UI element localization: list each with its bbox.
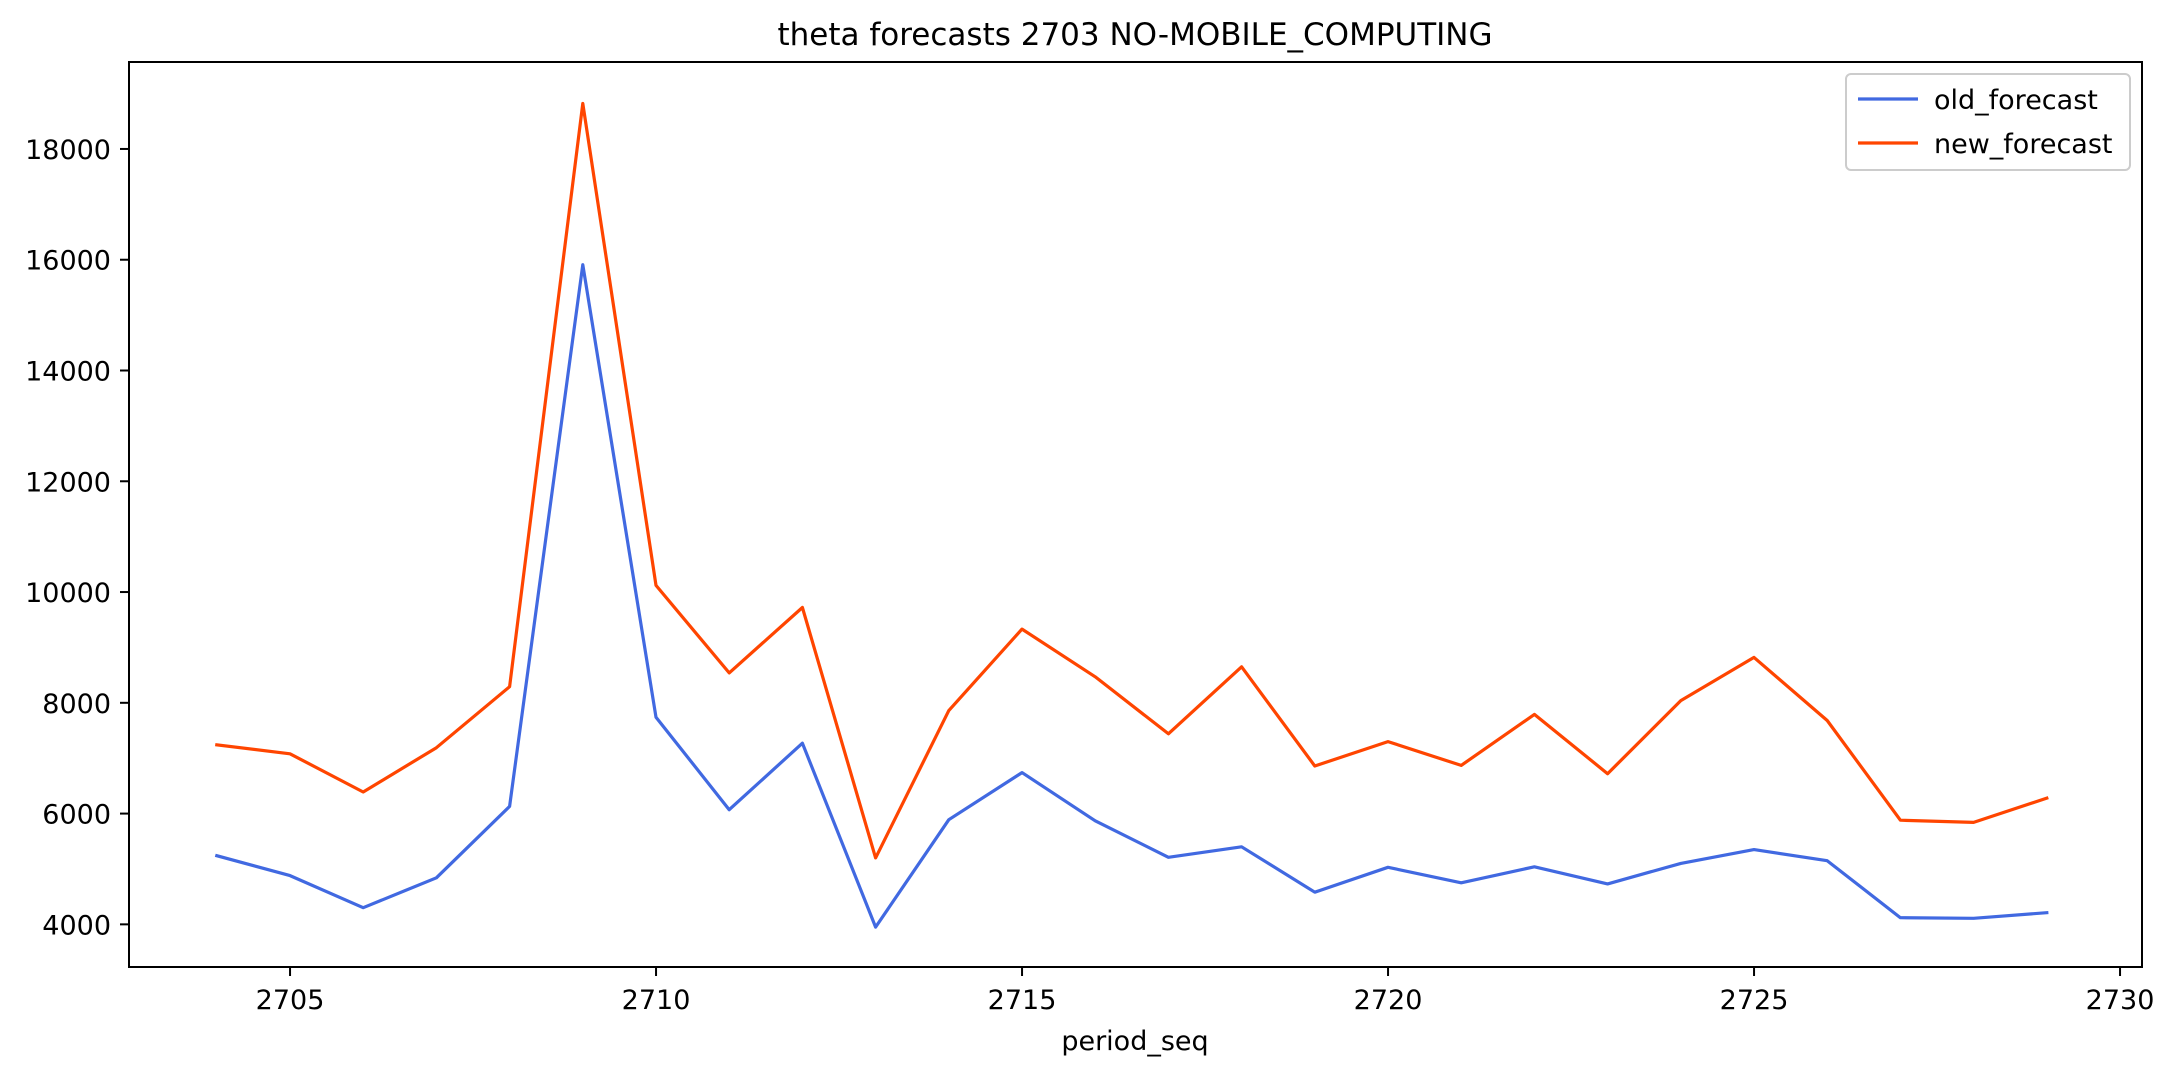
x-axis-label: period_seq: [1061, 1026, 1208, 1057]
y-tick-label: 14000: [25, 356, 111, 387]
y-tick-label: 12000: [25, 467, 111, 498]
x-tick-label: 2710: [622, 985, 691, 1016]
series-line-old-forecast: [214, 263, 2049, 929]
y-tick-label: 18000: [25, 135, 111, 166]
chart-title: theta forecasts 2703 NO-MOBILE_COMPUTING: [777, 17, 1492, 53]
x-tick-label: 2725: [1720, 985, 1789, 1016]
plot-frame: [128, 61, 2143, 968]
y-tick-label: 8000: [42, 689, 111, 720]
series-line-new-forecast: [215, 101, 2049, 860]
x-tick-label: 2705: [256, 985, 325, 1016]
y-tick-label: 10000: [25, 578, 111, 609]
series-lines: [214, 101, 2049, 929]
x-tick-label: 2720: [1354, 985, 1423, 1016]
y-tick-label: 16000: [25, 246, 111, 277]
x-tick-label: 2730: [2086, 985, 2155, 1016]
legend-label-new-forecast: new_forecast: [1934, 129, 2113, 160]
y-axis: 4000 6000 8000 10000 12000 14000 16000 18000: [25, 135, 129, 941]
x-tick-label: 2715: [988, 985, 1057, 1016]
legend-label-old-forecast: old_forecast: [1934, 85, 2098, 116]
y-tick-label: 6000: [42, 800, 111, 831]
x-axis: 2705 2710 2715 2720 2725 2730: [256, 967, 2155, 1016]
y-tick-label: 4000: [42, 910, 111, 941]
legend: old_forecast new_forecast: [1845, 73, 2131, 171]
